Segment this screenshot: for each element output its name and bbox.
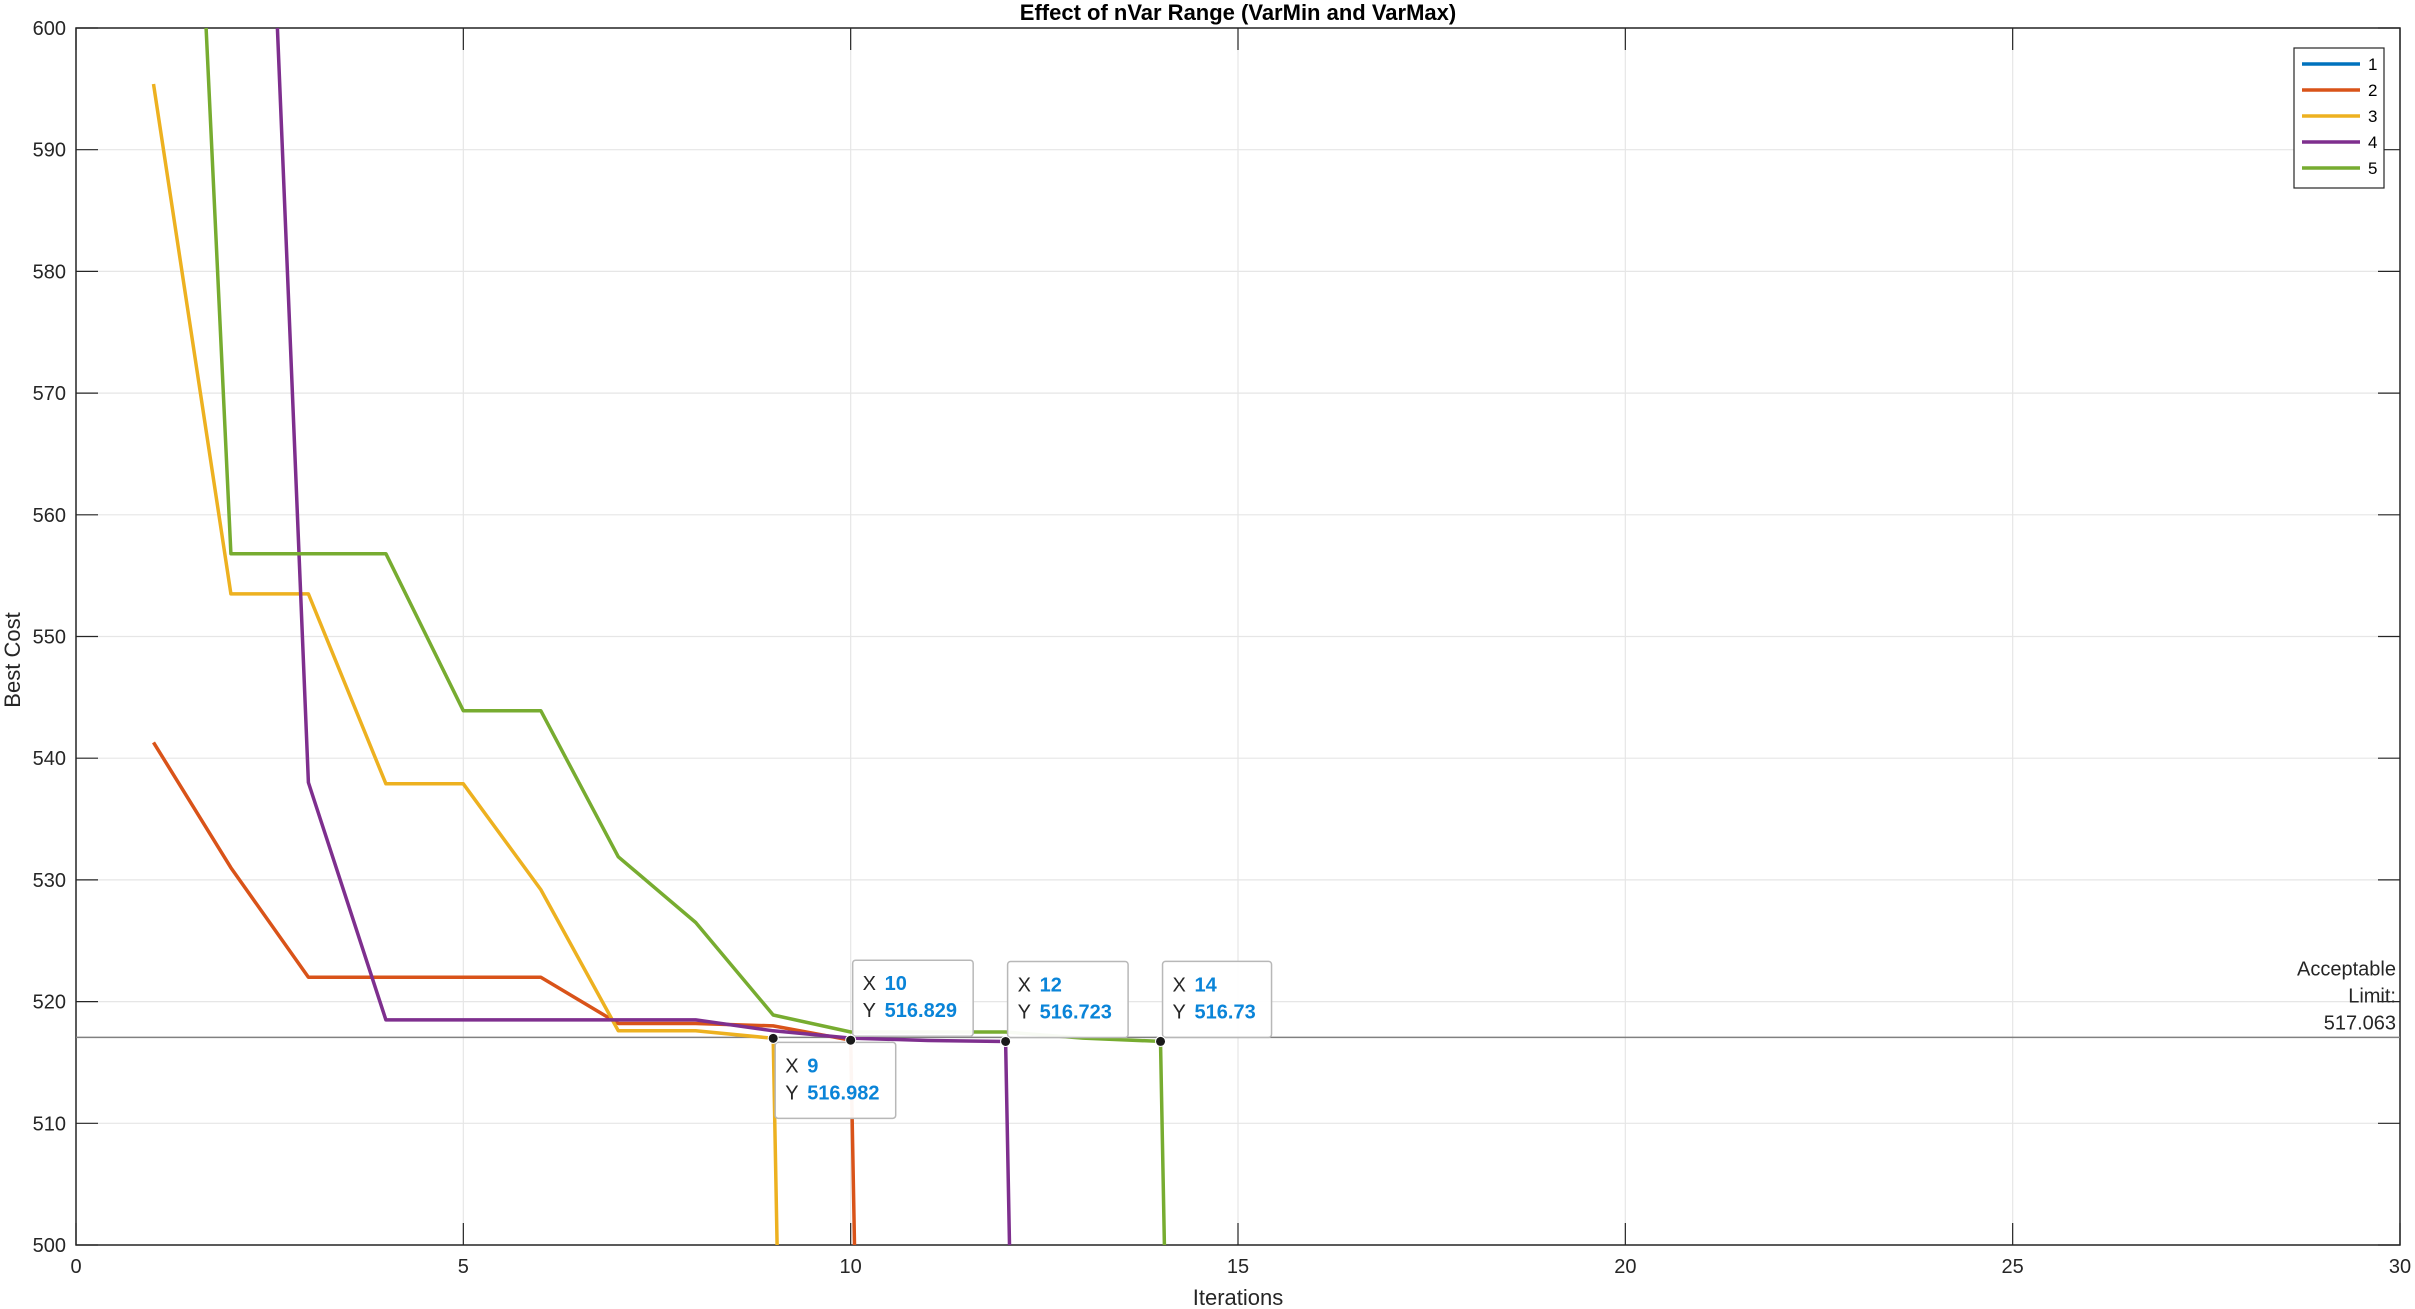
- y-tick-label: 600: [33, 18, 66, 40]
- legend-box: [2293, 47, 2385, 189]
- data-tip-box: [1006, 960, 1129, 1039]
- data-tip-y-key: Y: [1173, 1001, 1186, 1023]
- y-tick-label: 590: [33, 140, 66, 162]
- data-tip-y-value: 516.723: [1040, 1001, 1112, 1023]
- series-line-3: [151, 83, 779, 1245]
- data-tip-x-value: 9: [807, 1055, 818, 1077]
- axis-ticks: 0 5 10 15 20 25 305005105205305405505605705805…: [33, 18, 2412, 1278]
- x-tick-label: 30: [2389, 1256, 2411, 1278]
- legend: 1 2 3 4 5: [2293, 47, 2385, 189]
- data-tip-box: [1161, 960, 1273, 1039]
- legend-label-2: 2: [2368, 81, 2377, 100]
- data-tip-box: [774, 1041, 897, 1120]
- y-axis-label: Best Cost: [0, 612, 25, 707]
- data-tip-y-value: 516.73: [1195, 1001, 1256, 1023]
- data-tip-marker: [1155, 1035, 1167, 1047]
- x-tick-label: 20: [1614, 1256, 1636, 1278]
- data-tip-y-key: Y: [1018, 1001, 1031, 1023]
- data-tip-y-key: Y: [863, 1000, 876, 1022]
- x-tick-label: 15: [1227, 1256, 1249, 1278]
- y-tick-label: 560: [33, 505, 66, 527]
- legend-label-1: 1: [2368, 55, 2377, 74]
- data-tip-x-key: X: [1173, 974, 1186, 996]
- data-tip-x-value: 12: [1040, 974, 1062, 996]
- data-tip-x-key: X: [785, 1055, 798, 1077]
- y-tick-label: 540: [33, 748, 66, 770]
- data-tip-box: [851, 959, 974, 1037]
- chart-title: Effect of nVar Range (VarMin and VarMax): [1020, 0, 1456, 25]
- legend-label-3: 3: [2368, 107, 2377, 126]
- acceptable-limit-label: Acceptable: [2297, 958, 2396, 980]
- x-tick-label: 10: [840, 1256, 862, 1278]
- legend-label-5: 5: [2368, 159, 2377, 178]
- series-line-4: [275, 28, 1012, 1245]
- data-tip-x-key: X: [1018, 974, 1031, 996]
- x-tick-label: 5: [458, 1256, 469, 1278]
- data-tip: X 12 Y 516.723: [1000, 960, 1129, 1047]
- series-line-2: [152, 741, 857, 1245]
- data-tip-y-key: Y: [785, 1082, 798, 1104]
- data-tip-marker: [1000, 1035, 1012, 1047]
- data-tip-x-value: 14: [1195, 974, 1218, 996]
- data-tip-x-value: 10: [885, 973, 907, 995]
- y-tick-label: 520: [33, 992, 66, 1014]
- y-tick-label: 570: [33, 383, 66, 405]
- x-axis-label: Iterations: [1193, 1285, 1284, 1309]
- data-tip: X 14 Y 516.73: [1155, 960, 1273, 1047]
- acceptable-limit-label: Limit:: [2348, 985, 2396, 1007]
- y-tick-label: 550: [33, 627, 66, 649]
- data-tip-y-value: 516.829: [885, 1000, 957, 1022]
- data-tip: X 9Y 516.982: [767, 1032, 897, 1120]
- y-tick-label: 530: [33, 870, 66, 892]
- y-tick-label: 580: [33, 261, 66, 283]
- data-tip-marker: [845, 1034, 857, 1046]
- y-tick-label: 510: [33, 1113, 66, 1135]
- x-tick-label: 0: [70, 1256, 81, 1278]
- data-tip-x-key: X: [863, 973, 876, 995]
- data-tip-y-value: 516.982: [807, 1082, 879, 1104]
- legend-label-4: 4: [2368, 133, 2377, 152]
- data-tip-marker: [767, 1032, 779, 1044]
- acceptable-limit-label: 517.063: [2324, 1012, 2396, 1034]
- y-tick-label: 500: [33, 1235, 66, 1257]
- x-tick-label: 25: [2002, 1256, 2024, 1278]
- grid-lines: [75, 27, 2401, 1246]
- data-tip: X 10 Y 516.829: [845, 959, 974, 1046]
- acceptable-limit: Acceptable Limit: 517.063: [76, 958, 2400, 1039]
